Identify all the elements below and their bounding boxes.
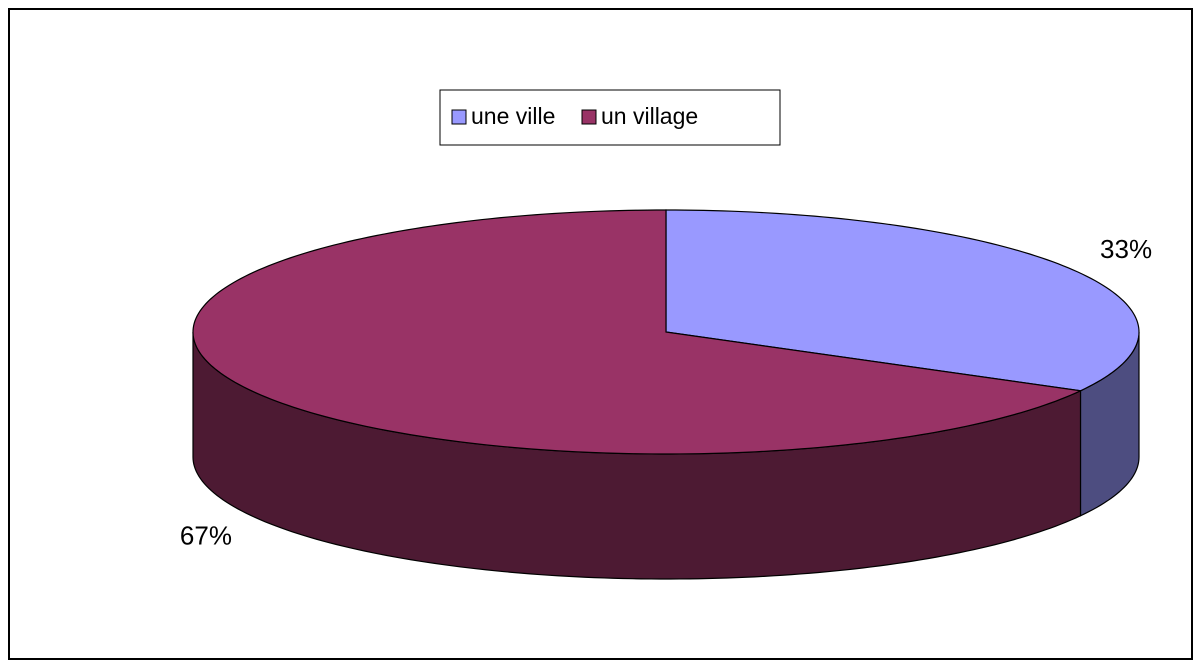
legend-label: un village	[601, 103, 698, 129]
legend-swatch	[581, 109, 597, 125]
data-label: 33%	[1100, 234, 1152, 264]
data-label: 67%	[180, 521, 232, 551]
legend-swatch	[451, 109, 467, 125]
slice	[665, 209, 1140, 392]
legend-label: une ville	[471, 103, 555, 129]
legend: une ville un village	[451, 103, 698, 129]
pie: 33% 67%	[180, 209, 1152, 580]
legend-box	[439, 89, 781, 146]
slice	[192, 209, 1083, 455]
